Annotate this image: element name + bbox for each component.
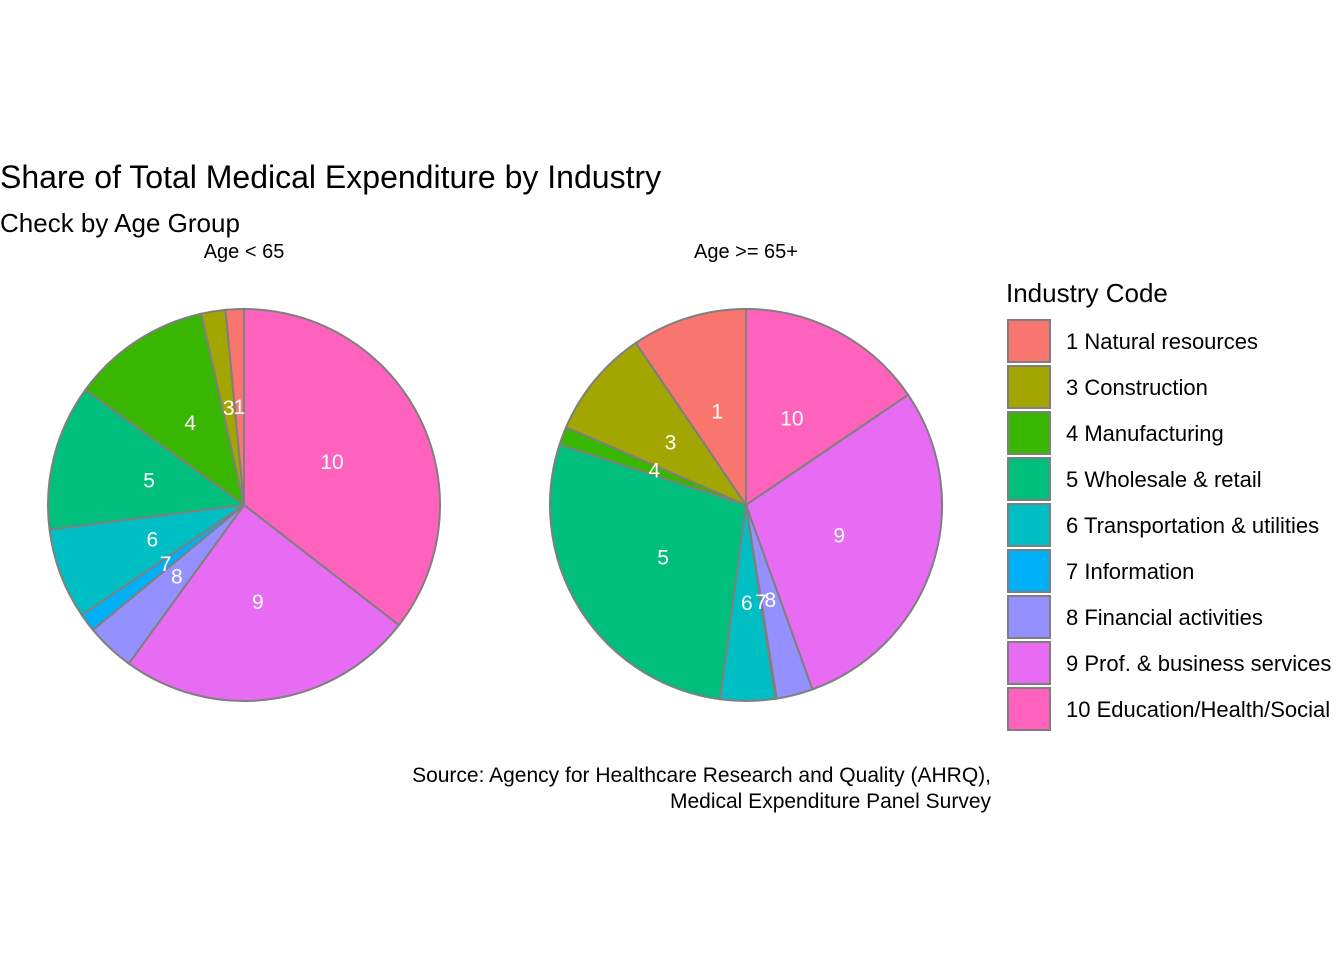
slice-label-under-65-5: 5 <box>143 470 155 493</box>
slice-65-plus-5 <box>549 443 748 701</box>
legend-swatch-6 <box>1007 503 1051 547</box>
legend-swatch-8 <box>1007 595 1051 639</box>
legend-label-10: 10 Education/Health/Social <box>1066 697 1330 722</box>
slice-label-65-plus-7: 7 <box>755 591 767 614</box>
slice-65-plus-3 <box>564 341 749 508</box>
slice-label-65-plus-9: 9 <box>833 524 845 547</box>
slice-label-65-plus-8: 8 <box>765 589 777 612</box>
slice-label-65-plus-3: 3 <box>665 432 677 455</box>
legend-label-9: 9 Prof. & business services <box>1066 651 1331 676</box>
chart-title: Share of Total Medical Expenditure by In… <box>0 159 661 195</box>
caption-line-2: Medical Expenditure Panel Survey <box>670 790 992 813</box>
pie-under-65: 10 9 876 5 4 3 1 <box>47 307 441 702</box>
legend-swatch-5 <box>1007 457 1051 501</box>
slice-label-under-65-3: 3 <box>223 397 235 420</box>
legend-label-3: 3 Construction <box>1066 375 1208 400</box>
slice-label-under-65-8: 8 <box>171 565 183 588</box>
slice-65-plus-9 <box>744 393 943 691</box>
slice-65-plus-10 <box>745 307 910 507</box>
legend-label-6: 6 Transportation & utilities <box>1066 513 1319 538</box>
slice-under-65-4 <box>84 312 246 508</box>
slice-under-65-1 <box>224 307 245 506</box>
slice-label-65-plus-6: 6 <box>741 592 753 615</box>
legend-swatch-4 <box>1007 411 1051 455</box>
legend-title: Industry Code <box>1006 278 1168 308</box>
slice-under-65-10 <box>243 307 441 627</box>
slice-label-under-65-6: 6 <box>146 529 158 552</box>
legend-label-5: 5 Wholesale & retail <box>1066 467 1262 492</box>
legend-swatch-1 <box>1007 319 1051 363</box>
slice-label-65-plus-1: 1 <box>711 400 723 423</box>
legend: Industry Code 1 Natural resources 3 Const… <box>1006 278 1331 731</box>
caption-line-1: Source: Agency for Healthcare Research a… <box>412 764 991 787</box>
slice-label-under-65-4: 4 <box>184 412 196 435</box>
legend-label-1: 1 Natural resources <box>1066 329 1258 354</box>
slice-label-under-65-10: 10 <box>320 451 343 474</box>
legend-swatch-9 <box>1007 641 1051 685</box>
facet-label-under-65: Age < 65 <box>204 241 285 263</box>
legend-label-4: 4 Manufacturing <box>1066 421 1224 446</box>
slice-under-65-5 <box>47 388 247 531</box>
slice-label-under-65-7: 7 <box>160 553 172 576</box>
slice-under-65-9 <box>127 503 401 702</box>
legend-swatch-10 <box>1007 687 1051 731</box>
slice-label-under-65-1: 1 <box>234 396 246 419</box>
facet-label-65-plus: Age >= 65+ <box>694 241 798 263</box>
slice-label-under-65-9: 9 <box>252 591 264 614</box>
legend-label-7: 7 Information <box>1066 559 1194 584</box>
chart-subtitle: Check by Age Group <box>0 208 240 238</box>
slice-label-65-plus-5: 5 <box>657 546 669 569</box>
legend-swatch-3 <box>1007 365 1051 409</box>
slice-65-plus-1 <box>634 307 747 509</box>
legend-label-8: 8 Financial activities <box>1066 605 1263 630</box>
pie-65-plus: 10 9 876 5 43 1 <box>549 307 943 702</box>
slice-label-65-plus-10: 10 <box>780 407 803 430</box>
slice-label-65-plus-4: 4 <box>648 459 660 482</box>
legend-swatch-7 <box>1007 549 1051 593</box>
